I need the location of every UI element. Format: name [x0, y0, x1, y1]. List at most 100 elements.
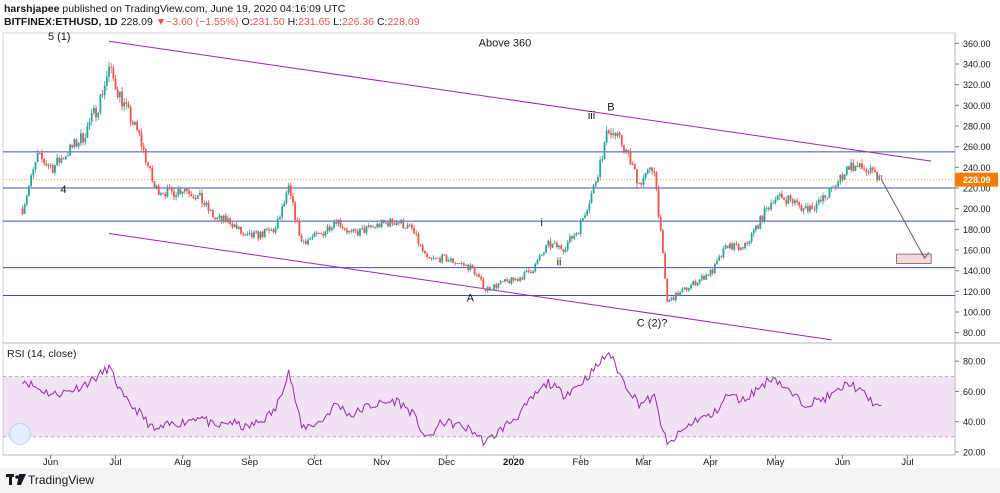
candle	[259, 231, 262, 240]
candle-body	[761, 215, 764, 222]
candle-body	[796, 200, 798, 203]
candle-body	[127, 103, 130, 108]
candle-body	[729, 243, 731, 249]
candle-body	[876, 171, 879, 181]
candle-body	[631, 164, 634, 165]
candle-body	[577, 233, 580, 234]
candle	[460, 261, 463, 266]
low-label: L:	[333, 16, 342, 28]
wave-label: B	[607, 102, 614, 114]
candle	[566, 240, 569, 252]
candle-body	[276, 218, 279, 229]
candle-body	[655, 172, 658, 189]
candle	[497, 282, 500, 290]
candle	[517, 277, 519, 282]
candle-body	[861, 163, 863, 169]
tradingview-brand[interactable]: TradingView	[28, 473, 95, 487]
candle	[521, 275, 524, 281]
candle	[789, 193, 792, 202]
candle	[687, 287, 690, 293]
time-tick-label: May	[766, 457, 784, 468]
candle	[21, 205, 24, 216]
candle	[244, 233, 247, 236]
candle-body	[856, 165, 859, 167]
candle	[268, 227, 271, 234]
candle-body	[359, 228, 361, 236]
author-name[interactable]: harshjapee	[4, 3, 60, 15]
candle-body	[694, 281, 697, 286]
candle	[292, 192, 294, 206]
candle-body	[750, 233, 753, 242]
price-tick-label: 320.00	[963, 80, 991, 90]
candle-body	[514, 279, 517, 281]
candle-body	[283, 203, 286, 207]
price-chart[interactable]: 360.00 340.00 320.00 300.00 280.00 260.00 240.…	[0, 0, 1000, 468]
candle	[434, 257, 437, 260]
candle	[157, 184, 160, 196]
candle-body	[415, 233, 418, 234]
candle	[67, 151, 69, 157]
candle-body	[722, 248, 725, 257]
candle-body	[389, 218, 392, 227]
candle	[56, 153, 58, 167]
candle-body	[486, 287, 489, 291]
candle-body	[289, 185, 292, 197]
candle-body	[672, 297, 675, 301]
candle-body	[214, 217, 216, 220]
candle-body	[421, 245, 424, 252]
candle-body	[627, 149, 630, 153]
candle-body	[220, 215, 223, 221]
candle-body	[160, 193, 162, 195]
candle-body	[23, 204, 26, 214]
candle	[488, 286, 491, 292]
candle	[781, 190, 783, 199]
candle-body	[242, 233, 245, 235]
candle-body	[551, 243, 554, 248]
candle	[235, 222, 238, 230]
candle	[469, 263, 472, 272]
time-tick-label: Jul	[901, 457, 913, 468]
candle-body	[75, 139, 78, 147]
candle-body	[194, 198, 197, 200]
candle	[527, 268, 530, 274]
candle	[175, 192, 177, 201]
candle	[23, 202, 26, 215]
candle	[71, 144, 74, 149]
candle	[417, 231, 420, 247]
candle-body	[594, 181, 597, 186]
candle	[253, 230, 255, 239]
candle	[324, 230, 327, 238]
candle-body	[871, 167, 874, 170]
candle	[850, 159, 853, 173]
candle	[659, 214, 662, 233]
candle-body	[748, 241, 751, 244]
candle	[514, 277, 517, 281]
candle	[281, 203, 284, 221]
wave-label: C (2)?	[637, 317, 668, 329]
candle-body	[296, 220, 299, 221]
candle-body	[659, 217, 662, 231]
candle-body	[142, 146, 145, 150]
candle-body	[166, 187, 169, 197]
candle	[257, 230, 260, 242]
candle	[696, 282, 699, 287]
candle-body	[616, 132, 619, 136]
candle-body	[369, 225, 372, 228]
candle	[560, 243, 563, 250]
candle-body	[177, 189, 180, 196]
time-tick-label: Oct	[307, 457, 322, 468]
candle-body	[274, 228, 277, 233]
candle-body	[224, 215, 227, 223]
candle-body	[768, 207, 770, 210]
candle-body	[865, 170, 868, 173]
symbol-name: BITFINEX:ETHUSD, 1D	[4, 16, 118, 28]
candle-body	[315, 232, 318, 234]
candle-body	[774, 199, 777, 204]
candle-body	[586, 210, 589, 216]
wave-label: A	[467, 293, 475, 305]
candle-body	[69, 144, 71, 156]
candle-body	[328, 226, 331, 231]
candle-body	[112, 67, 115, 79]
candle-body	[456, 263, 459, 265]
candle	[356, 228, 359, 237]
